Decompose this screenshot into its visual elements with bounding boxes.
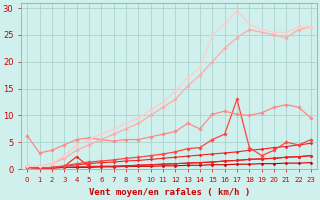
- X-axis label: Vent moyen/en rafales ( km/h ): Vent moyen/en rafales ( km/h ): [89, 188, 250, 197]
